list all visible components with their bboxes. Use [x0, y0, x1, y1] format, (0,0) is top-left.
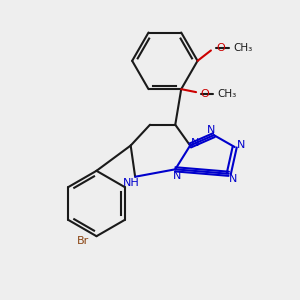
Text: CH₃: CH₃: [233, 43, 252, 53]
Text: N: N: [229, 174, 237, 184]
Text: Br: Br: [77, 236, 89, 246]
Text: O: O: [201, 88, 209, 99]
Text: O: O: [216, 43, 225, 53]
Text: N: N: [172, 171, 181, 181]
Text: N: N: [207, 125, 216, 135]
Text: CH₃: CH₃: [218, 88, 237, 99]
Text: N: N: [237, 140, 245, 150]
Text: N: N: [191, 138, 200, 148]
Text: NH: NH: [123, 178, 140, 188]
